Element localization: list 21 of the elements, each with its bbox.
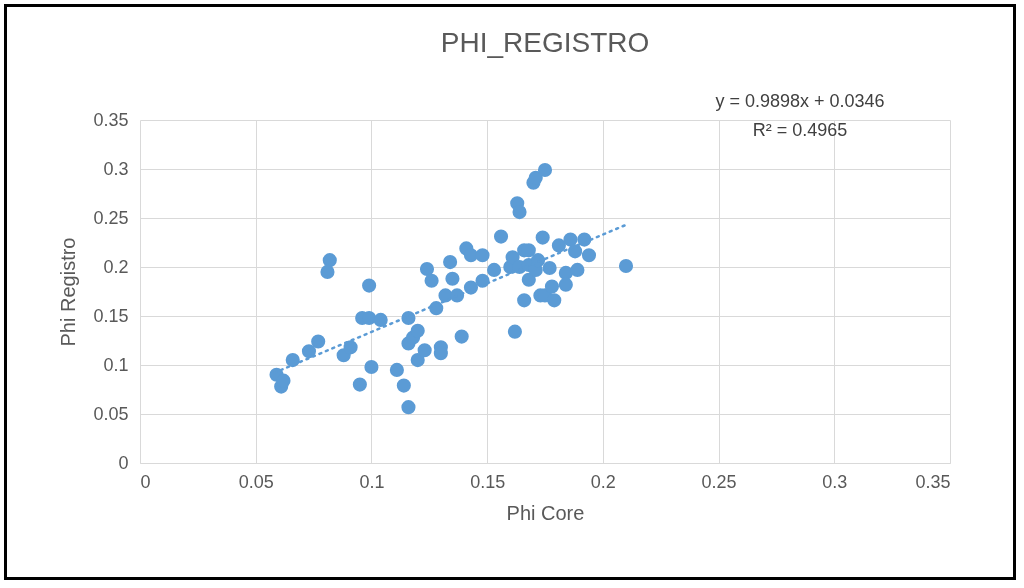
y-tick-label: 0 — [118, 452, 129, 473]
x-tick-label: 0.3 — [822, 471, 848, 492]
x-tick-label: 0.1 — [359, 471, 385, 492]
x-axis-title: Phi Core — [506, 501, 585, 524]
x-tick-label: 0 — [140, 471, 151, 492]
chart-title: PHI_REGISTRO — [440, 27, 650, 58]
y-tick-label: 0.15 — [93, 305, 129, 326]
y-tick-label: 0.25 — [93, 207, 129, 228]
y-tick-label: 0.2 — [103, 256, 129, 277]
y-axis-title: Phi Registro — [57, 237, 80, 347]
x-tick-label: 0.2 — [590, 471, 616, 492]
x-tick-label: 0.15 — [470, 471, 506, 492]
annotation: R² = 0.4965 — [752, 120, 848, 140]
x-tick-label: 0.35 — [915, 471, 951, 492]
text: y = 0.9898x + 0.0346 — [715, 91, 885, 111]
y-tick-label: 0.1 — [103, 354, 129, 375]
x-tick-label: 0.25 — [701, 471, 737, 492]
y-tick-label: 0.35 — [93, 109, 129, 130]
y-tick-label: 0.3 — [103, 158, 129, 179]
x-tick-label: 0.05 — [238, 471, 274, 492]
y-tick-label: 0.05 — [93, 403, 129, 424]
